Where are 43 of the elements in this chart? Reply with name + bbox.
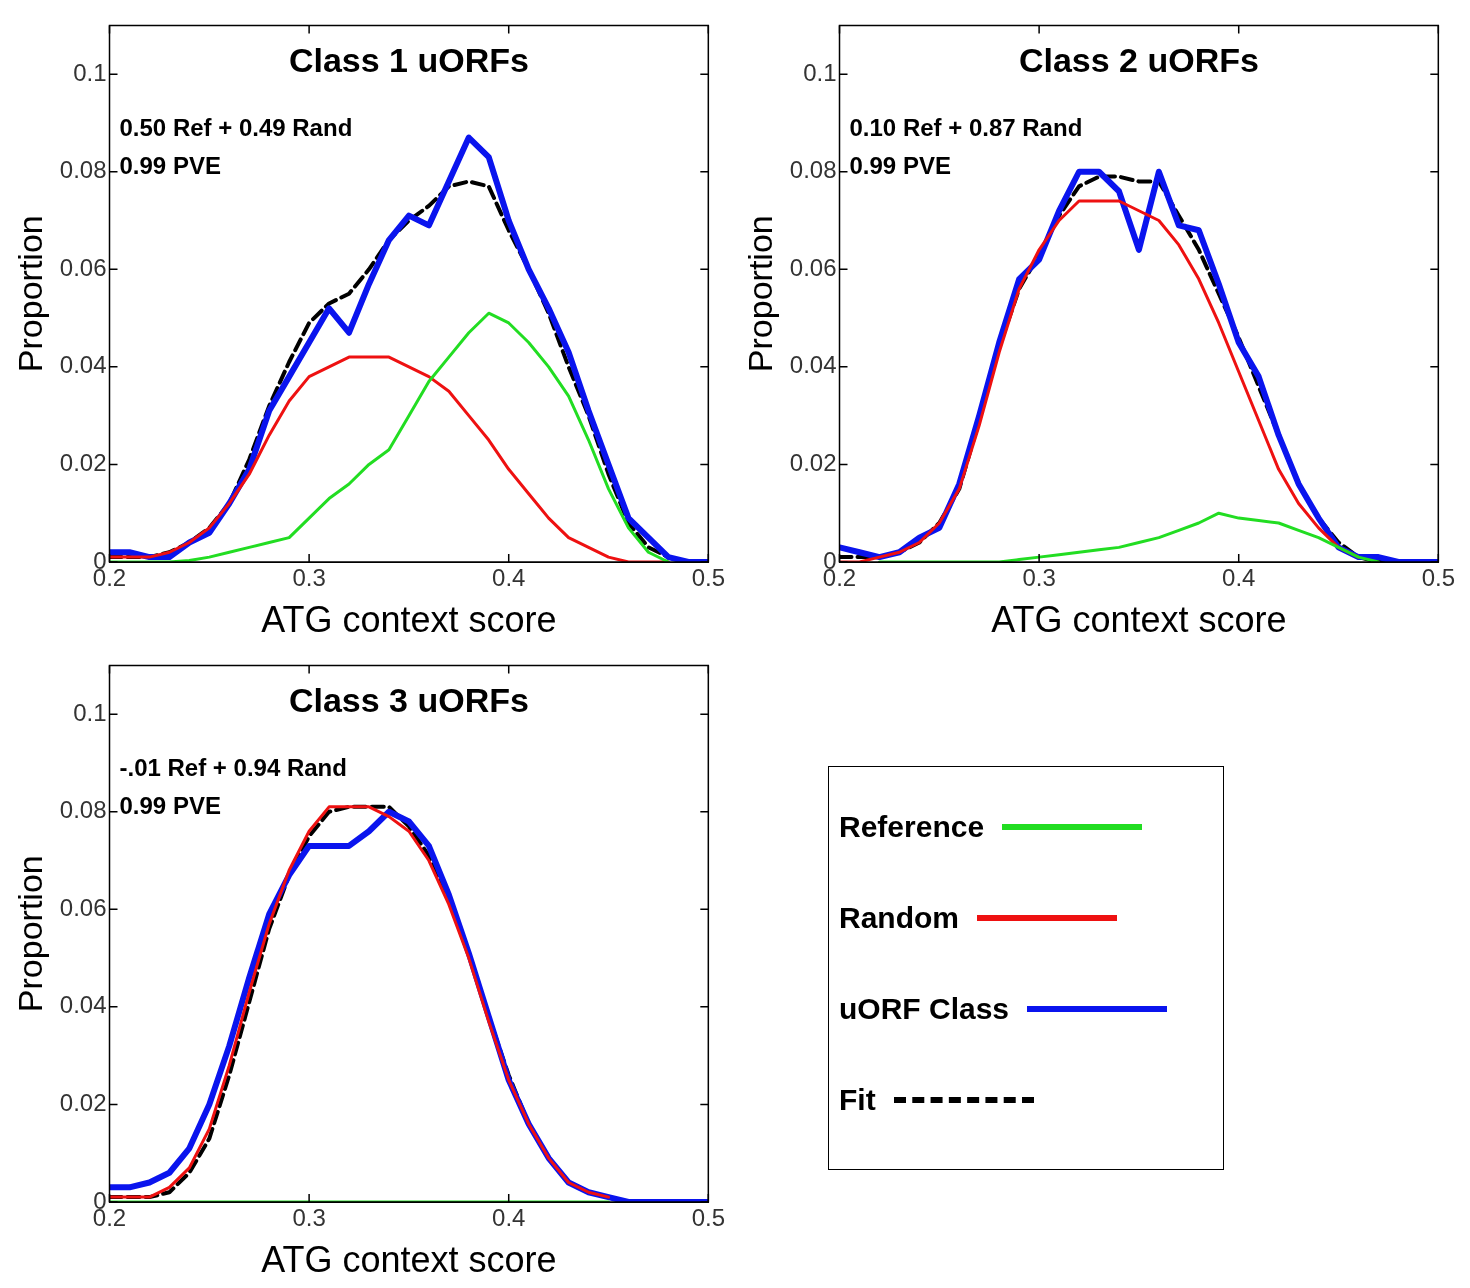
x-axis-title: ATG context score — [991, 599, 1287, 641]
text: Class 3 uORFs — [288, 680, 529, 719]
annotation: 0.10 Ref + 0.87 Rand — [849, 114, 1083, 142]
y-axis-title: Proportion — [740, 215, 779, 373]
x-axis-title: ATG context score — [261, 599, 557, 641]
text: Class 1 uORFs — [288, 40, 529, 79]
x-tick-label: 0.4 — [492, 564, 526, 592]
y-tick-label: 0.02 — [59, 1089, 107, 1117]
annotation: 0.50 Ref + 0.49 Rand — [119, 114, 353, 142]
y-tick-label: 0.08 — [59, 156, 107, 184]
y-tick-label: 0.08 — [59, 796, 107, 824]
y-tick-label: 0.1 — [73, 58, 107, 86]
y-tick-label: 0.1 — [803, 58, 837, 86]
x-tick-label: 0.5 — [1421, 564, 1456, 592]
y-tick-label: 0.04 — [789, 351, 837, 379]
y-tick-label: 0.1 — [73, 698, 107, 726]
x-axis-title: ATG context score — [261, 1239, 557, 1281]
annotation: -.01 Ref + 0.94 Rand — [119, 754, 347, 782]
y-tick-label: 0.06 — [59, 893, 107, 921]
annotation: 0.99 PVE — [119, 152, 221, 180]
y-axis-title: Proportion — [10, 855, 49, 1013]
x-tick-label: 0.4 — [492, 1204, 526, 1232]
y-tick-label: 0.04 — [59, 351, 107, 379]
annotation: 0.99 PVE — [119, 792, 221, 820]
text: Class 2 uORFs — [1018, 40, 1259, 79]
legend-label: uORF Class — [839, 991, 1010, 1026]
legend-label: Reference — [839, 809, 985, 844]
y-tick-label: 0.02 — [59, 449, 107, 477]
x-tick-label: 0.3 — [1022, 564, 1056, 592]
x-tick-label: 0.5 — [691, 1204, 726, 1232]
x-tick-label: 0.4 — [1222, 564, 1256, 592]
y-tick-label: 0.06 — [59, 253, 107, 281]
x-tick-label: 0.5 — [691, 564, 726, 592]
y-axis-title: Proportion — [10, 215, 49, 373]
y-tick-label: 0.04 — [59, 991, 107, 1019]
y-tick-label: 0.02 — [789, 449, 837, 477]
legend-label: Random — [839, 900, 959, 935]
x-tick-label: 0.3 — [292, 564, 326, 592]
y-tick-label: 0.06 — [789, 253, 837, 281]
x-tick-label: 0.3 — [292, 1204, 326, 1232]
y-tick-label: 0.08 — [789, 156, 837, 184]
annotation: 0.99 PVE — [849, 152, 951, 180]
legend-label: Fit — [839, 1082, 876, 1117]
